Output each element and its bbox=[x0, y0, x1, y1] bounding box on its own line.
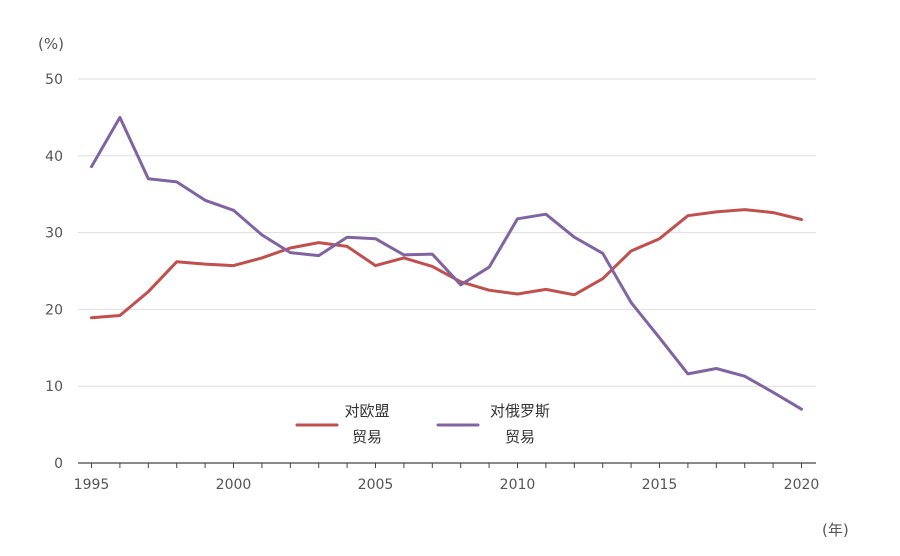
gridlines bbox=[78, 78, 816, 387]
y-axis-unit-label: (%) bbox=[38, 35, 64, 53]
y-tick-label: 0 bbox=[54, 456, 63, 472]
legend-label-2: 贸易 bbox=[505, 428, 535, 446]
legend-label-1: 对欧盟 bbox=[344, 402, 389, 420]
x-tick-label: 2000 bbox=[216, 477, 252, 493]
y-tick-label: 50 bbox=[45, 72, 63, 88]
x-tick-label: 1995 bbox=[74, 477, 110, 493]
x-axis-tick-labels: 1995 2000 2005 2010 2015 2020 bbox=[74, 477, 820, 493]
series-line-2 bbox=[90, 115, 803, 411]
legend-label-1: 贸易 bbox=[352, 428, 382, 446]
series-lines bbox=[90, 115, 803, 411]
x-tick-label: 2020 bbox=[784, 477, 820, 493]
x-axis-ticks bbox=[91, 463, 802, 468]
x-tick-label: 2005 bbox=[358, 477, 394, 493]
x-tick-label: 2010 bbox=[500, 477, 536, 493]
legend-label-2: 对俄罗斯 bbox=[490, 402, 550, 420]
y-tick-label: 10 bbox=[45, 379, 63, 395]
x-axis-unit-label: (年) bbox=[822, 521, 849, 539]
y-tick-label: 40 bbox=[45, 149, 63, 165]
y-tick-label: 20 bbox=[45, 302, 63, 318]
y-tick-label: 30 bbox=[45, 226, 63, 242]
y-axis-tick-labels: 0 10 20 30 40 50 bbox=[45, 72, 63, 472]
x-tick-label: 2015 bbox=[642, 477, 678, 493]
series-line-1 bbox=[90, 208, 803, 320]
